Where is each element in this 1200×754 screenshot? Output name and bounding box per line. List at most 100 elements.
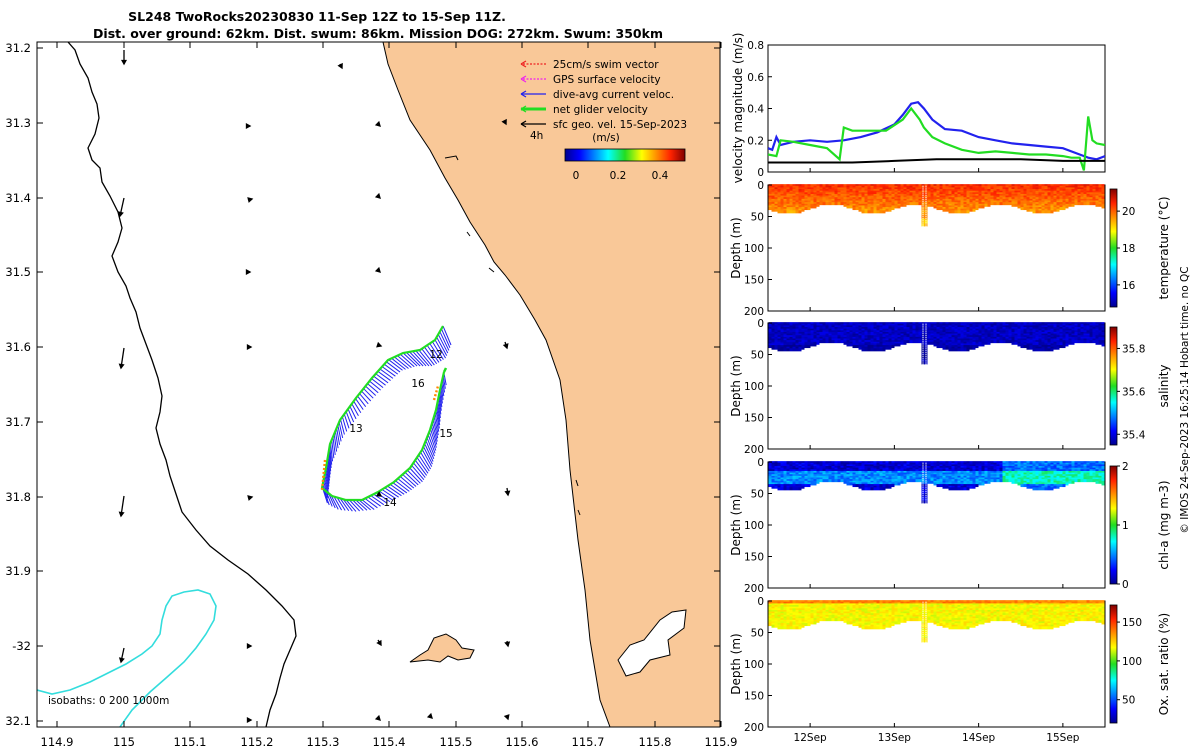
profile-point xyxy=(926,491,927,492)
profile-point xyxy=(802,209,805,212)
profile-point xyxy=(923,497,924,498)
profile-point xyxy=(1003,202,1006,205)
profile-point xyxy=(923,485,924,486)
profile-point xyxy=(958,487,961,490)
profile-point xyxy=(926,218,927,219)
profile-point xyxy=(923,212,924,213)
profile-point xyxy=(949,348,952,351)
profile-point xyxy=(926,341,927,342)
profile-point xyxy=(805,345,808,348)
profile-point xyxy=(805,484,808,487)
legend-label: net glider velocity xyxy=(553,104,648,116)
profile-point xyxy=(865,487,868,490)
profile-point xyxy=(895,482,898,485)
profile-point xyxy=(811,482,814,485)
day-label-14: 14 xyxy=(383,497,397,509)
profile-point xyxy=(926,216,927,217)
profile-point xyxy=(1075,202,1078,205)
profile-point xyxy=(926,188,927,189)
map-y-tick-label: 31.9 xyxy=(5,564,31,578)
profile-point xyxy=(1072,204,1075,207)
profile-point xyxy=(856,345,859,348)
profile-point xyxy=(926,214,927,215)
profile-point xyxy=(926,208,927,209)
profile-point xyxy=(923,489,924,490)
profile-point xyxy=(1057,209,1060,212)
profile-point xyxy=(871,487,874,490)
depth-y-tick-label: 150 xyxy=(744,413,764,425)
profile-point xyxy=(926,344,927,345)
profile-point xyxy=(901,342,904,345)
profile-point xyxy=(923,472,924,473)
profile-point xyxy=(926,210,927,211)
profile-point xyxy=(926,337,927,338)
profile-point xyxy=(919,202,922,205)
profile-point xyxy=(991,479,994,482)
profile-point xyxy=(926,350,927,351)
profile-point xyxy=(970,347,973,350)
profile-point xyxy=(1051,210,1054,213)
profile-point xyxy=(832,340,835,343)
profile-point xyxy=(923,502,924,503)
profile-point xyxy=(926,220,927,221)
profile-point xyxy=(781,348,784,351)
profile-point xyxy=(926,212,927,213)
profile-point xyxy=(820,479,823,482)
profile-point xyxy=(808,345,811,348)
profile-point xyxy=(923,197,924,198)
profile-point xyxy=(808,207,811,210)
profile-point xyxy=(923,223,924,224)
profile-point xyxy=(898,482,901,485)
profile-point xyxy=(928,481,931,484)
profile-point xyxy=(1051,348,1054,351)
profile-point xyxy=(955,487,958,490)
profile-point xyxy=(926,478,927,479)
velocity-y-tick-label: 0.6 xyxy=(747,72,764,84)
profile-point xyxy=(926,497,927,498)
profile-point xyxy=(997,202,1000,205)
profile-point xyxy=(949,487,952,490)
legend-label: sfc geo. vel. 15-Sep-2023 xyxy=(553,119,687,131)
profile-point xyxy=(790,487,793,490)
profile-point xyxy=(844,481,847,484)
colorbar-tick-2: 0.4 xyxy=(652,170,669,182)
profile-point xyxy=(769,484,772,487)
profile-point xyxy=(923,337,924,338)
profile-point xyxy=(916,340,919,343)
profile-point xyxy=(926,327,927,328)
velocity-ylabel: velocity magnitude (m/s) xyxy=(731,33,745,184)
velocity-y-tick-label: 0 xyxy=(757,167,764,179)
profile-point xyxy=(1075,340,1078,343)
profile-point xyxy=(982,205,985,208)
map-y-tick-label: 31.3 xyxy=(5,116,31,130)
profile-point xyxy=(926,206,927,207)
profile-point xyxy=(847,482,850,485)
profile-point xyxy=(1030,209,1033,212)
profile-point xyxy=(880,487,883,490)
profile-point xyxy=(923,214,924,215)
profile-point xyxy=(796,348,799,351)
profile-point xyxy=(877,487,880,490)
profile-point xyxy=(1054,347,1057,350)
profile-point xyxy=(880,348,883,351)
legend-label: dive-avg current veloc. xyxy=(553,89,674,101)
profile-point xyxy=(835,479,838,482)
profile-point xyxy=(1012,204,1015,207)
profile-point xyxy=(926,225,927,226)
profile-point xyxy=(811,205,814,208)
profile-point xyxy=(952,348,955,351)
profile-point xyxy=(1096,204,1099,207)
depth-y-tick-label: 0 xyxy=(757,180,764,192)
profile-point xyxy=(1009,340,1012,343)
profile-point xyxy=(923,329,924,330)
profile-point xyxy=(1072,342,1075,345)
profile-point xyxy=(790,348,793,351)
title-line-2: Dist. over ground: 62km. Dist. swum: 86k… xyxy=(93,26,663,41)
depth-y-tick-label: 150 xyxy=(744,275,764,287)
profile-point xyxy=(926,222,927,223)
profile-point xyxy=(923,499,924,500)
profile-point xyxy=(892,345,895,348)
profile-point xyxy=(1066,205,1069,208)
profile-point xyxy=(923,222,924,223)
